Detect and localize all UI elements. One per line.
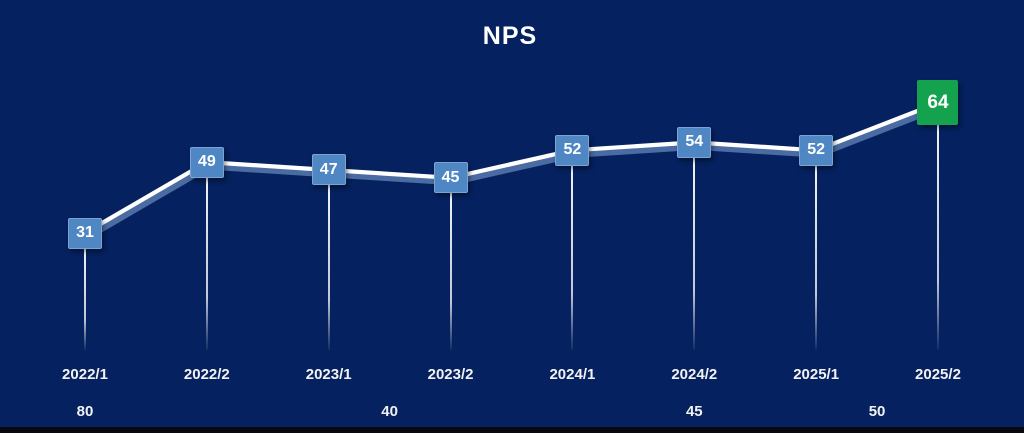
bottom-row-number: 45: [685, 403, 703, 420]
drop-line: [449, 191, 452, 350]
data-point-box: 31: [68, 217, 102, 249]
drop-line: [327, 183, 330, 350]
data-point-box: 49: [189, 146, 224, 178]
data-point-value: 47: [319, 160, 338, 178]
x-axis-label: 2024/1: [549, 366, 596, 383]
x-axis-label: 2023/1: [305, 366, 352, 383]
data-point-value: 52: [563, 141, 582, 159]
data-point-value: 52: [807, 141, 826, 159]
drop-line: [571, 163, 574, 350]
data-point-value: 45: [441, 168, 460, 186]
drop-line: [693, 155, 696, 350]
drop-line: [936, 123, 939, 350]
bottom-row-number: 80: [76, 403, 94, 420]
drop-line: [84, 246, 86, 350]
drop-line: [815, 163, 818, 350]
x-axis-label: 2022/2: [183, 366, 230, 383]
data-point-value: 64: [927, 91, 949, 113]
data-point-box: 45: [433, 162, 468, 194]
data-point-value: 49: [197, 153, 216, 171]
bottom-row-number: 40: [381, 403, 398, 420]
data-point-box-highlight: 64: [917, 80, 959, 126]
bottom-row-number: 50: [868, 403, 886, 420]
x-axis-label: 2022/1: [62, 366, 108, 383]
data-point-box: 54: [677, 126, 712, 158]
line-series-glow: [83, 103, 944, 241]
x-axis-label: 2025/2: [915, 366, 961, 383]
data-point-value: 31: [76, 224, 94, 241]
data-point-box: 47: [311, 154, 346, 186]
drop-line: [205, 175, 208, 350]
line-series: [82, 100, 941, 236]
x-axis-label: 2024/2: [671, 366, 718, 383]
x-axis-label: 2025/1: [793, 366, 840, 383]
data-point-box: 52: [799, 134, 834, 166]
data-point-box: 52: [555, 134, 590, 166]
x-axis-label: 2023/2: [427, 366, 474, 383]
bottom-black-strip: [0, 427, 1024, 433]
data-point-value: 54: [685, 133, 704, 151]
chart-title: NPS: [482, 22, 538, 50]
